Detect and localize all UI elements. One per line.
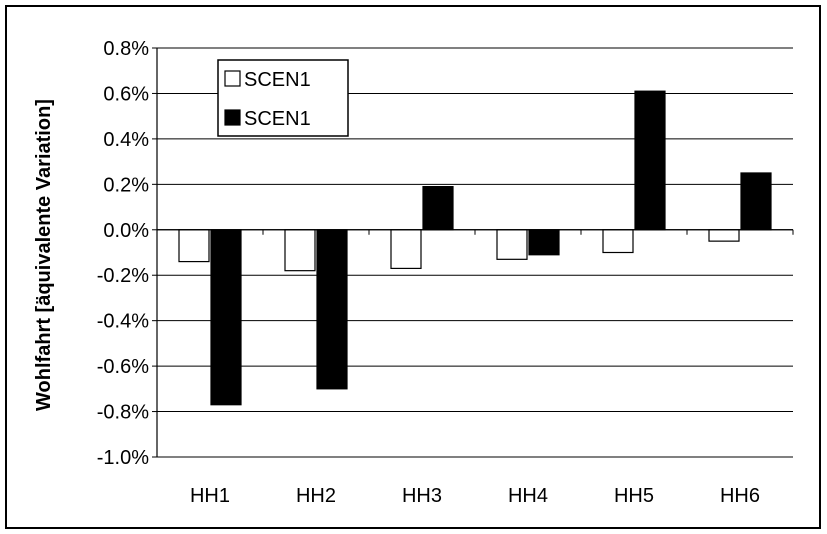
bar-series-1-hh3 <box>390 229 422 270</box>
y-tick-label: -0.2% <box>97 265 149 287</box>
legend-swatch-series-1 <box>224 70 241 87</box>
bar-series-2-hh5 <box>634 90 666 231</box>
bar-series-2-hh1 <box>210 229 242 406</box>
y-tick-label: -0.8% <box>97 402 149 424</box>
axes <box>152 47 794 458</box>
y-tick-label: -0.4% <box>97 311 149 333</box>
y-tick-label: 0.8% <box>103 38 149 60</box>
y-tick-label: 0.4% <box>103 129 149 151</box>
bar-series-2-hh6 <box>740 172 772 231</box>
bars <box>178 90 772 406</box>
y-tick-label: 0.6% <box>103 83 149 105</box>
bar-series-1-hh4 <box>496 229 528 260</box>
x-tick-label: HH5 <box>614 485 654 507</box>
bar-series-1-hh5 <box>602 229 634 254</box>
bar-series-2-hh3 <box>422 186 454 231</box>
x-tick-label: HH3 <box>402 485 442 507</box>
y-tick-label: 0.0% <box>103 220 149 242</box>
bar-series-1-hh2 <box>284 229 316 272</box>
bar-series-2-hh2 <box>316 229 348 390</box>
bar-series-1-hh1 <box>178 229 210 263</box>
y-tick-label: -0.6% <box>97 356 149 378</box>
bar-series-1-hh6 <box>708 229 740 242</box>
legend: SCEN1 SCEN1 <box>217 59 349 137</box>
x-tick-label: HH4 <box>508 485 548 507</box>
bar-series-2-hh4 <box>528 229 560 256</box>
y-tick-label: -1.0% <box>97 447 149 469</box>
x-tick-label: HH1 <box>190 485 230 507</box>
x-tick-label: HH6 <box>720 485 760 507</box>
legend-label-series-2: SCEN1 <box>244 108 311 130</box>
y-tick-label: 0.2% <box>103 174 149 196</box>
legend-swatch-series-2 <box>224 109 241 126</box>
legend-label-series-1: SCEN1 <box>244 69 311 91</box>
x-tick-label: HH2 <box>296 485 336 507</box>
y-axis-title: Wohlfahrt [äquivalente Variation] <box>33 99 55 411</box>
tick-labels: 0.8% 0.6% 0.4% 0.2% 0.0% -0.2% -0.4% -0.6% -0.8%… <box>97 38 760 507</box>
